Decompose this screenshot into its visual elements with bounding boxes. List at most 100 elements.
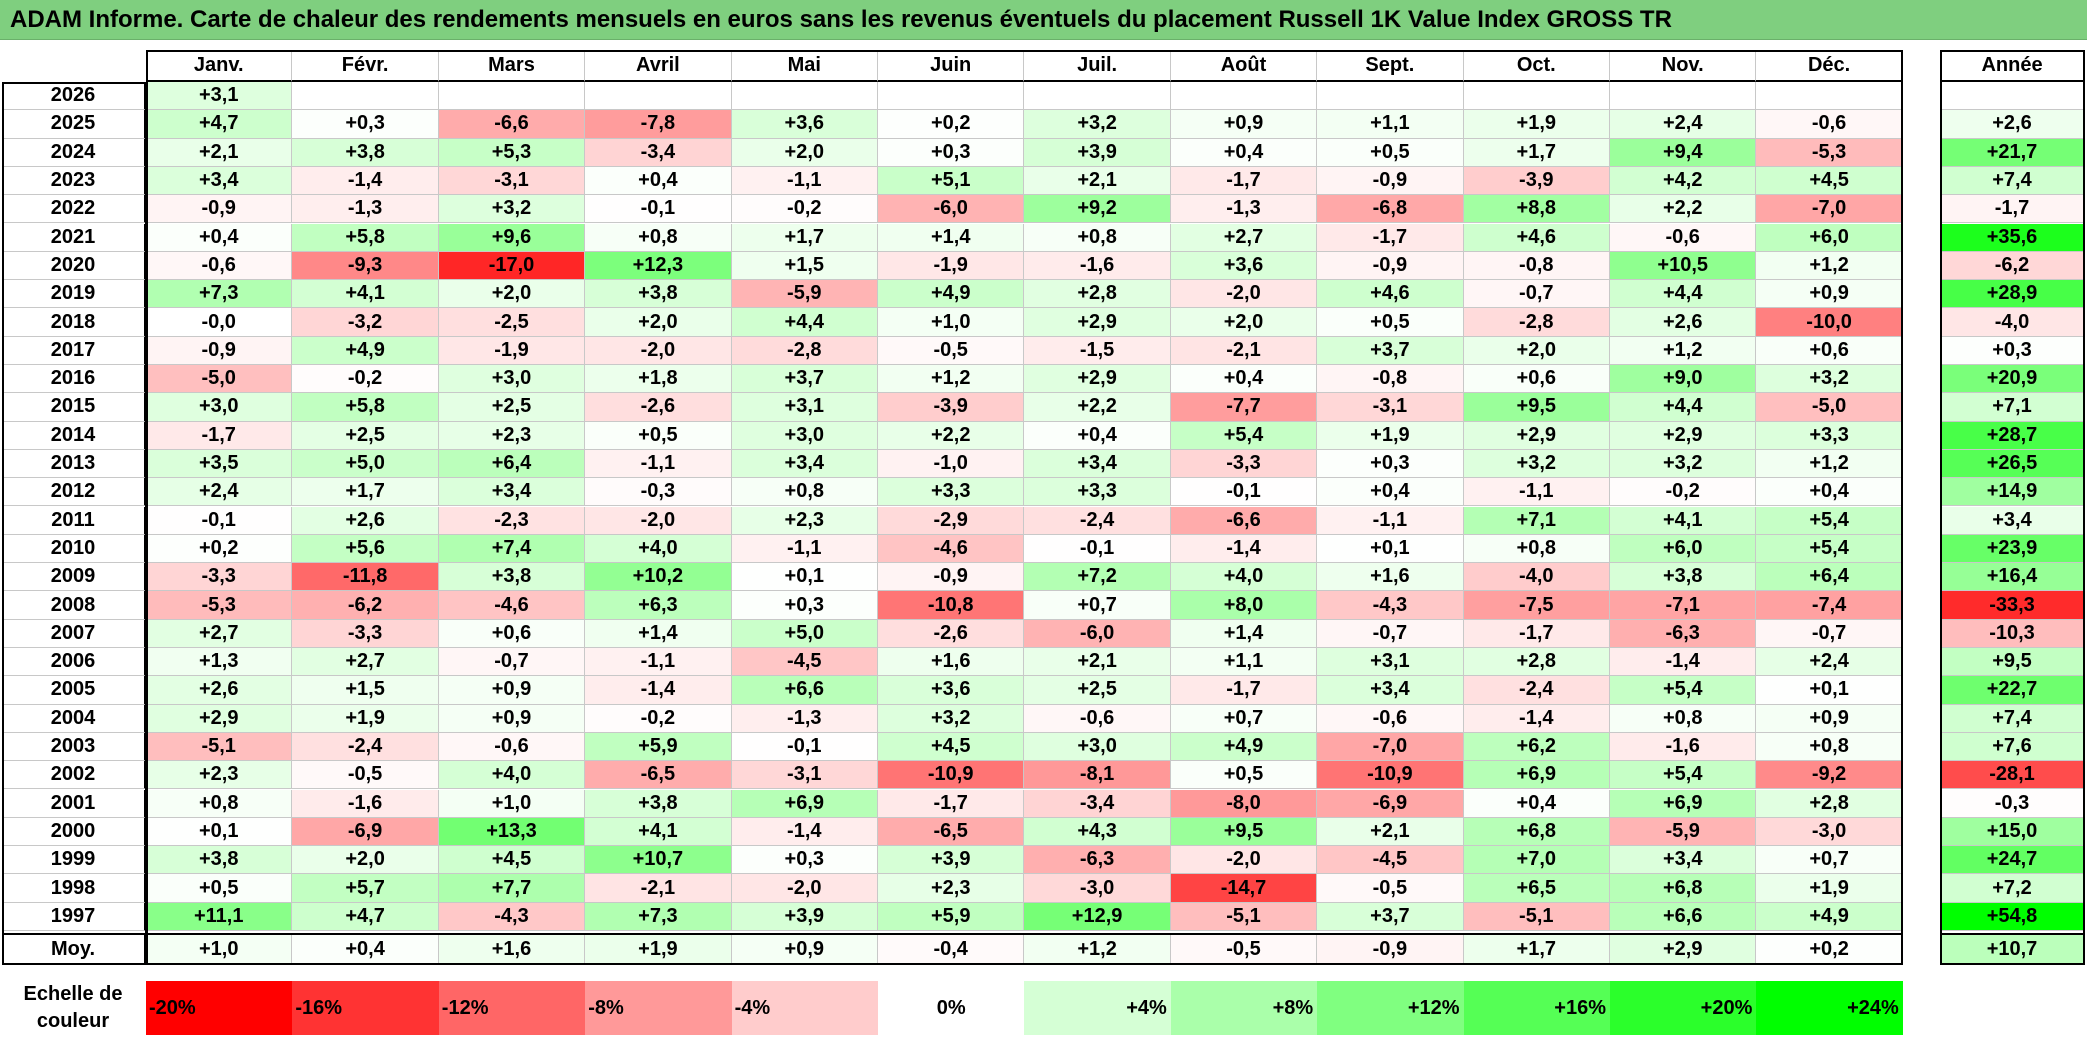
annual-header: Année bbox=[1940, 50, 2085, 82]
year-label: 2017 bbox=[2, 336, 146, 365]
heatmap-cell: -1,4 bbox=[1170, 534, 1318, 564]
legend-swatch: -8% bbox=[585, 981, 732, 1035]
heatmap-cell: +2,2 bbox=[1610, 195, 1757, 224]
heatmap-cell: -0,9 bbox=[146, 195, 293, 224]
heatmap-cell: +3,8 bbox=[585, 789, 732, 818]
heatmap-cell: -3,1 bbox=[1317, 393, 1464, 422]
heatmap-cell: +4,2 bbox=[1610, 166, 1757, 196]
heatmap-cell: -5,9 bbox=[731, 280, 878, 309]
heatmap-cell: -0,7 bbox=[1317, 619, 1464, 648]
heatmap-cell: +7,1 bbox=[1463, 506, 1610, 535]
heatmap-cell: +1,4 bbox=[878, 223, 1025, 252]
heatmap-cell: +0,8 bbox=[731, 478, 878, 507]
heatmap-cell: -2,3 bbox=[438, 506, 586, 535]
annual-cell: +20,9 bbox=[1940, 365, 2085, 394]
heatmap-cell: -0,6 bbox=[1317, 704, 1464, 733]
heatmap-cell: -0,6 bbox=[1610, 223, 1757, 252]
heatmap-cell: +0,2 bbox=[146, 534, 293, 564]
heatmap-cell: +0,4 bbox=[1170, 138, 1318, 167]
average-separator bbox=[1940, 933, 2085, 935]
heatmap-cell: +0,6 bbox=[1756, 336, 1903, 365]
average-separator bbox=[2, 933, 1903, 935]
year-label: 2020 bbox=[2, 251, 146, 281]
heatmap-cell: -10,9 bbox=[1317, 761, 1464, 790]
heatmap-cell bbox=[1463, 82, 1610, 111]
heatmap-cell: +0,4 bbox=[1317, 478, 1464, 507]
heatmap-cell: -5,3 bbox=[146, 591, 293, 620]
heatmap-cell: -0,9 bbox=[146, 336, 293, 365]
heatmap-cell: -5,1 bbox=[1170, 902, 1318, 931]
heatmap-cell: +4,0 bbox=[438, 761, 586, 790]
heatmap-cell: -3,3 bbox=[292, 619, 439, 648]
heatmap-cell: +9,5 bbox=[1170, 817, 1318, 847]
heatmap-cell: -1,3 bbox=[1170, 195, 1318, 224]
average-label: Moy. bbox=[2, 935, 146, 965]
heatmap-cell bbox=[585, 82, 732, 111]
heatmap-cell: +7,7 bbox=[438, 874, 586, 903]
heatmap-cell: +0,2 bbox=[878, 110, 1025, 139]
heatmap-cell: -0,1 bbox=[1170, 478, 1318, 507]
heatmap-cell: -7,4 bbox=[1756, 591, 1903, 620]
heatmap-cell: -7,8 bbox=[585, 110, 732, 139]
heatmap-cell: -8,0 bbox=[1170, 789, 1318, 818]
heatmap-cell: -2,0 bbox=[1170, 280, 1318, 309]
annual-cell: -33,3 bbox=[1940, 591, 2085, 620]
heatmap-cell: +0,5 bbox=[1317, 138, 1464, 167]
heatmap-cell: +4,1 bbox=[1610, 506, 1757, 535]
heatmap-cell: +5,3 bbox=[438, 138, 586, 167]
heatmap-cell: +5,4 bbox=[1756, 506, 1903, 535]
heatmap-cell: -0,7 bbox=[1756, 619, 1903, 648]
heatmap-cell: +2,4 bbox=[1610, 110, 1757, 139]
heatmap-cell: +0,9 bbox=[438, 704, 586, 733]
heatmap-cell: +0,8 bbox=[1463, 534, 1610, 564]
year-label: 2023 bbox=[2, 166, 146, 196]
heatmap-cell: -10,9 bbox=[878, 761, 1025, 790]
heatmap-cell: +2,0 bbox=[731, 138, 878, 167]
heatmap-cell: +3,7 bbox=[1317, 336, 1464, 365]
heatmap-cell: -4,5 bbox=[731, 648, 878, 677]
heatmap-cell: -6,8 bbox=[1317, 195, 1464, 224]
heatmap-cell: -2,1 bbox=[1170, 336, 1318, 365]
heatmap-cell: +0,4 bbox=[146, 223, 293, 252]
heatmap-cell: +0,5 bbox=[1317, 308, 1464, 337]
heatmap-cell: +2,7 bbox=[292, 648, 439, 677]
heatmap-cell: +2,7 bbox=[1170, 223, 1318, 252]
heatmap-cell: +1,7 bbox=[1463, 138, 1610, 167]
legend-swatch: -12% bbox=[438, 981, 586, 1035]
heatmap-cell: -6,3 bbox=[1024, 846, 1171, 875]
heatmap-cell: -6,0 bbox=[878, 195, 1025, 224]
heatmap-cell: -2,8 bbox=[1463, 308, 1610, 337]
heatmap-cell: -10,8 bbox=[878, 591, 1025, 620]
heatmap-cell: +3,2 bbox=[1024, 110, 1171, 139]
heatmap-cell: +2,1 bbox=[1024, 648, 1171, 677]
heatmap-cell: +0,4 bbox=[1024, 421, 1171, 450]
annual-cell: +2,6 bbox=[1940, 110, 2085, 139]
heatmap-cell: +1,7 bbox=[731, 223, 878, 252]
heatmap-cell: +3,4 bbox=[1317, 676, 1464, 705]
heatmap-cell: +4,5 bbox=[878, 732, 1025, 762]
heatmap-cell: +2,6 bbox=[146, 676, 293, 705]
heatmap-cell: -1,3 bbox=[731, 704, 878, 733]
heatmap-cell: +2,9 bbox=[1610, 421, 1757, 450]
heatmap-cell: -1,1 bbox=[585, 449, 732, 479]
heatmap-cell: -1,1 bbox=[731, 534, 878, 564]
heatmap-cell: +3,0 bbox=[438, 365, 586, 394]
heatmap-cell: +5,8 bbox=[292, 393, 439, 422]
heatmap-cell: -1,4 bbox=[292, 166, 439, 196]
heatmap-cell: +4,4 bbox=[1610, 393, 1757, 422]
heatmap-cell: -1,4 bbox=[1610, 648, 1757, 677]
heatmap-cell: -3,9 bbox=[1463, 166, 1610, 196]
heatmap-cell bbox=[1024, 82, 1171, 111]
heatmap-cell: -0,1 bbox=[146, 506, 293, 535]
heatmap-cell: +0,1 bbox=[1317, 534, 1464, 564]
heatmap-cell: +4,1 bbox=[585, 817, 732, 847]
heatmap-cell: +0,8 bbox=[1024, 223, 1171, 252]
heatmap-cell: +1,9 bbox=[1463, 110, 1610, 139]
heatmap-cell: +2,3 bbox=[731, 506, 878, 535]
heatmap-cell: -6,5 bbox=[585, 761, 732, 790]
heatmap-cell: -2,4 bbox=[292, 732, 439, 762]
heatmap-cell: +0,8 bbox=[146, 789, 293, 818]
heatmap-cell: +1,4 bbox=[585, 619, 732, 648]
heatmap-cell: +2,8 bbox=[1024, 280, 1171, 309]
heatmap-cell: +3,2 bbox=[1610, 449, 1757, 479]
